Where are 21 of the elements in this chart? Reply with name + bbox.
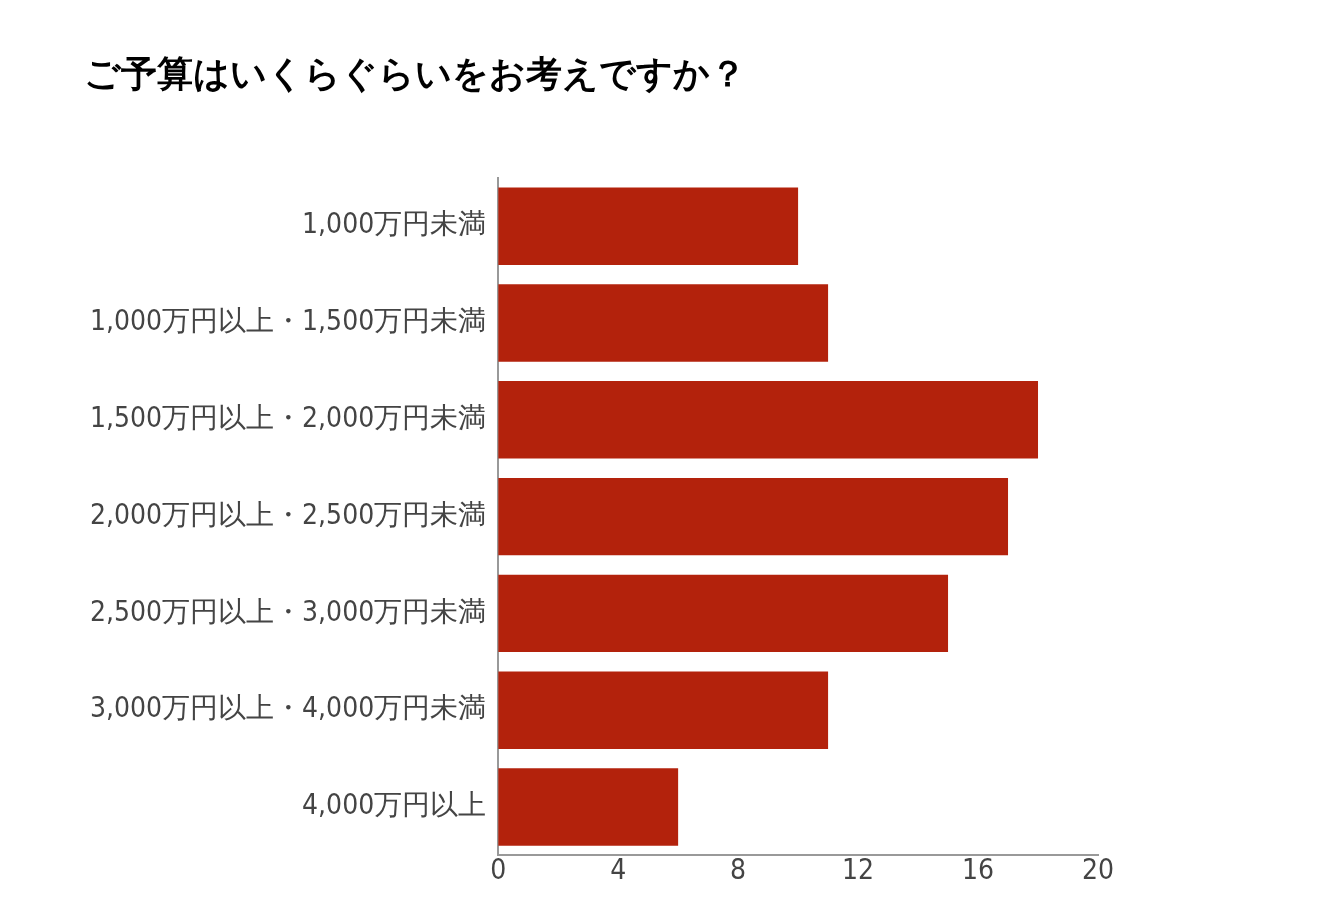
x-tick-label: 0 [490, 853, 507, 887]
bar [498, 768, 679, 846]
bar [498, 187, 799, 265]
bar [498, 284, 829, 362]
y-tick-label: 2,000万円以上・2,500万円未満 [90, 497, 487, 531]
x-tick-label: 12 [842, 853, 875, 887]
y-tick-label: 1,000万円以上・1,500万円未満 [90, 304, 487, 338]
bar [498, 574, 949, 653]
bar [498, 477, 1009, 556]
x-tick-label: 20 [1081, 853, 1115, 887]
y-tick-label: 4,000万円以上 [302, 788, 487, 822]
x-tick-label: 16 [962, 853, 995, 887]
x-tick-label: 8 [730, 853, 747, 887]
bar [498, 671, 829, 749]
y-tick-label: 2,500万円以上・3,000万円未満 [90, 594, 487, 628]
x-tick-label: 4 [610, 853, 627, 887]
chart-title: ご予算はいくらぐらいをお考えですか？ [84, 52, 747, 96]
y-tick-label: 1,000万円未満 [302, 207, 487, 241]
bar [498, 381, 1039, 459]
y-tick-label: 1,500万円以上・2,000万円未満 [90, 401, 487, 435]
y-tick-label: 3,000万円以上・4,000万円未満 [90, 691, 487, 725]
